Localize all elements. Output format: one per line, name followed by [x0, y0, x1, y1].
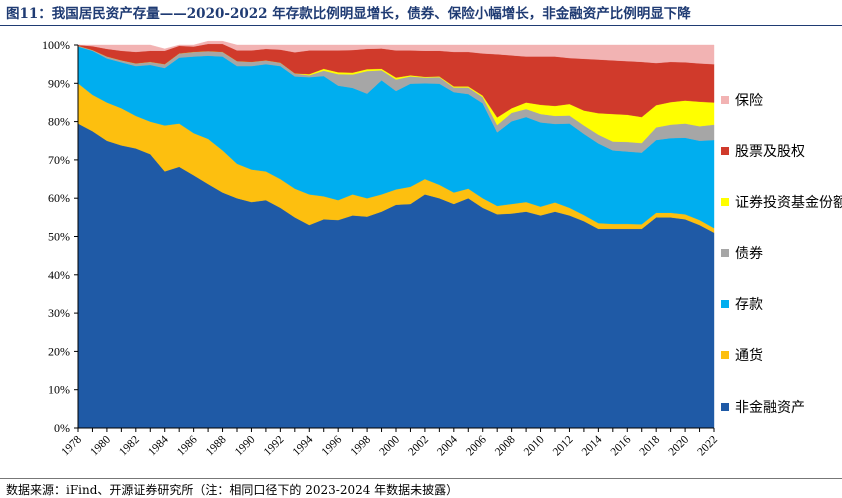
- x-tick-label: 1984: [146, 433, 171, 458]
- legend-label: 非金融资产: [735, 400, 805, 416]
- legend-item: 非金融资产: [721, 400, 805, 416]
- x-tick-label: 1998: [348, 433, 373, 458]
- x-tick-label: 1990: [233, 433, 258, 458]
- x-tick-label: 1996: [320, 433, 345, 458]
- legend-label: 存款: [735, 297, 763, 313]
- x-tick-label: 1982: [117, 433, 142, 458]
- legend-swatch: [721, 198, 729, 206]
- x-tick-label: 2002: [406, 433, 431, 458]
- x-tick-label: 2014: [580, 433, 605, 458]
- legend-swatch: [721, 351, 729, 359]
- x-tick-label: 1994: [291, 433, 316, 458]
- y-tick-label: 10%: [48, 383, 70, 397]
- y-tick-label: 70%: [48, 153, 70, 167]
- legend-item: 债券: [721, 246, 763, 262]
- legend-item: 证券投资基金份额: [721, 194, 842, 211]
- figure-title: 图11：我国居民资产存量——2020-2022 年存款比例明显增长，债券、保险小…: [6, 6, 691, 22]
- y-axis-ticks: 0% 10% 20% 30% 40% 50% 60% 70% 80% 90% 100%: [42, 38, 78, 435]
- x-tick-label: 2010: [522, 433, 547, 458]
- title-rule: [0, 25, 842, 26]
- legend-swatch: [721, 147, 729, 155]
- legend-swatch: [721, 300, 729, 308]
- y-tick-label: 80%: [48, 115, 70, 129]
- x-tick-label: 2016: [609, 433, 634, 458]
- x-tick-label: 2000: [377, 433, 402, 458]
- x-tick-label: 1978: [59, 433, 84, 458]
- x-tick-label: 2012: [551, 433, 576, 458]
- legend-label: 通货: [735, 347, 763, 364]
- legend-label: 证券投资基金份额: [735, 194, 842, 211]
- y-tick-label: 90%: [48, 76, 70, 90]
- legend-label: 债券: [735, 246, 763, 262]
- legend-item: 股票及股权: [721, 144, 805, 160]
- legend-swatch: [721, 96, 729, 104]
- legend-label: 股票及股权: [735, 144, 805, 160]
- x-axis-ticks: 1978 1980 1982 1984 1986 1988 1990 1992 1994 1996…: [59, 428, 720, 458]
- x-tick-label: 1986: [175, 433, 200, 458]
- y-tick-label: 0%: [54, 421, 70, 435]
- x-tick-label: 2022: [695, 433, 720, 458]
- x-tick-label: 2004: [435, 433, 460, 458]
- stacked-area-chart: 0%10%20%30%40%50%60%70%80%90%100% 1978 19…: [42, 38, 842, 458]
- x-tick-label: 1980: [88, 433, 113, 458]
- x-tick-label: 1988: [204, 433, 229, 458]
- area-series-6: [77, 40, 715, 65]
- x-tick-label: 2020: [666, 433, 691, 458]
- legend-swatch: [721, 249, 729, 257]
- x-tick-label: 2006: [464, 433, 489, 458]
- legend-label: 保险: [735, 93, 763, 109]
- x-tick-label: 2008: [493, 433, 518, 458]
- y-tick-label: 60%: [48, 191, 70, 205]
- y-tick-label: 20%: [48, 344, 70, 358]
- legend-item: 保险: [721, 93, 763, 109]
- x-tick-label: 2018: [638, 433, 663, 458]
- source-rule: [0, 478, 842, 479]
- y-tick-label: 100%: [42, 38, 70, 52]
- y-tick-label: 40%: [48, 268, 70, 282]
- legend-item: 存款: [721, 297, 763, 313]
- x-tick-label: 1992: [262, 433, 287, 458]
- y-tick-label: 30%: [48, 306, 70, 320]
- area-series-group: [77, 40, 715, 429]
- data-source-note: 数据来源：iFind、开源证券研究所（注：相同口径下的 2023-2024 年数…: [6, 483, 459, 497]
- legend-item: 通货: [721, 347, 763, 364]
- legend-swatch: [721, 403, 729, 411]
- y-tick-label: 50%: [48, 230, 70, 244]
